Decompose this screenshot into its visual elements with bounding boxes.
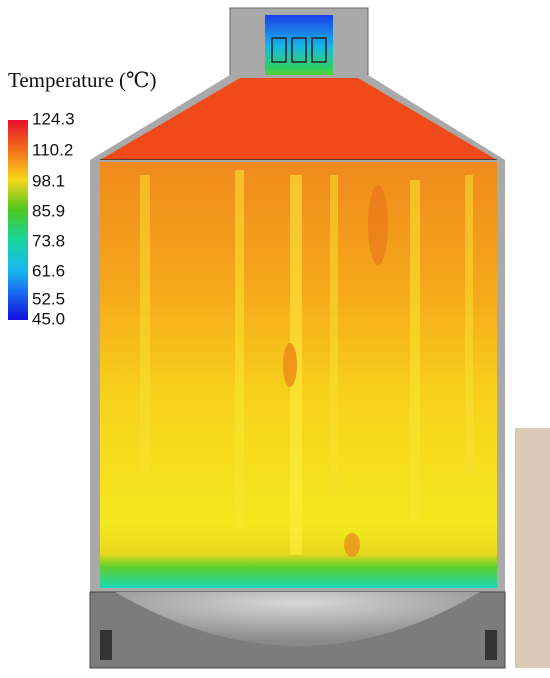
vent	[271, 37, 287, 63]
legend-labels: 124.3 110.2 98.1 85.9 73.8 61.6 52.545.0	[32, 109, 75, 328]
legend-label: 110.2	[32, 140, 73, 159]
legend-label: 124.3	[32, 109, 75, 128]
chimney-window	[265, 15, 333, 78]
legend-title: Temperature (℃)	[8, 68, 157, 92]
legend-label: 52.5	[32, 289, 65, 308]
colorbar	[8, 120, 28, 320]
ground-block	[515, 428, 550, 668]
legend-label: 73.8	[32, 231, 65, 250]
legend-label: 61.6	[32, 261, 65, 280]
leg	[485, 630, 497, 660]
streaks	[140, 170, 473, 557]
leg	[100, 630, 112, 660]
vent	[311, 37, 327, 63]
cone-interior	[100, 78, 497, 160]
vent	[291, 37, 307, 63]
dome	[115, 592, 480, 646]
legend-label: 98.1	[32, 171, 65, 190]
legend-label: 45.0	[32, 309, 65, 328]
legend-label: 85.9	[32, 201, 65, 220]
